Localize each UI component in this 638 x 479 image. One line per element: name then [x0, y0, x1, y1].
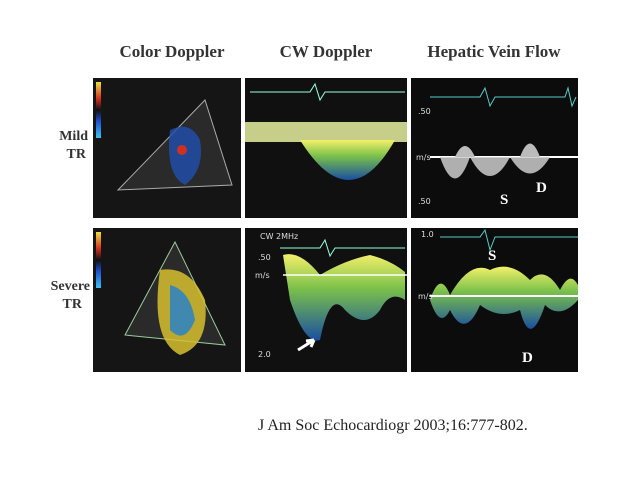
citation: J Am Soc Echocardiogr 2003;16:777-802. — [258, 417, 528, 434]
hepatic-flow — [430, 266, 578, 329]
color-bar — [96, 232, 101, 288]
scale-label: .50 — [418, 197, 431, 206]
echo-panel — [245, 78, 407, 218]
echo-panel: 1.0 m/s S D — [411, 228, 578, 372]
unit-label: m/s — [255, 271, 270, 280]
hepatic-flow — [455, 143, 540, 157]
jet — [170, 285, 195, 336]
wave-label: S — [488, 248, 496, 264]
ecg-trace — [440, 228, 578, 252]
scale-label: .50 — [258, 253, 271, 262]
scale-label: .50 — [418, 107, 431, 116]
panel-background — [411, 78, 578, 218]
row-label: TR — [63, 297, 83, 312]
hepatic-flow — [440, 157, 550, 179]
scale-label: 1.0 — [421, 230, 434, 239]
baseline-signal — [245, 122, 407, 142]
row-label: TR — [67, 147, 87, 162]
wave-label: D — [522, 350, 533, 366]
jet — [177, 145, 187, 155]
regurgitant-flow — [300, 140, 395, 180]
column-header: CW Doppler — [280, 42, 373, 61]
echo-panel — [93, 78, 241, 218]
echo-panel — [93, 228, 241, 372]
wave-label: D — [536, 180, 547, 196]
echo-panel: .50 m/s .50 S D — [411, 78, 578, 218]
ecg-trace — [280, 238, 405, 258]
setting-label: CW 2MHz — [260, 232, 298, 241]
unit-label: m/s — [418, 292, 433, 301]
arrow — [297, 338, 316, 352]
ecg-trace — [430, 86, 577, 108]
row-label: Mild — [59, 129, 88, 144]
echo-panel: CW 2MHz .50 m/s 2.0 — [245, 228, 407, 372]
column-header: Hepatic Vein Flow — [427, 42, 561, 61]
scale-label: 2.0 — [258, 350, 271, 359]
column-header: Color Doppler — [120, 42, 225, 61]
ecg-trace — [250, 82, 405, 102]
unit-label: m/s — [416, 153, 431, 162]
row-label: Severe — [51, 279, 90, 294]
jet — [169, 126, 201, 185]
wave-label: S — [500, 192, 508, 208]
color-bar — [96, 82, 101, 138]
